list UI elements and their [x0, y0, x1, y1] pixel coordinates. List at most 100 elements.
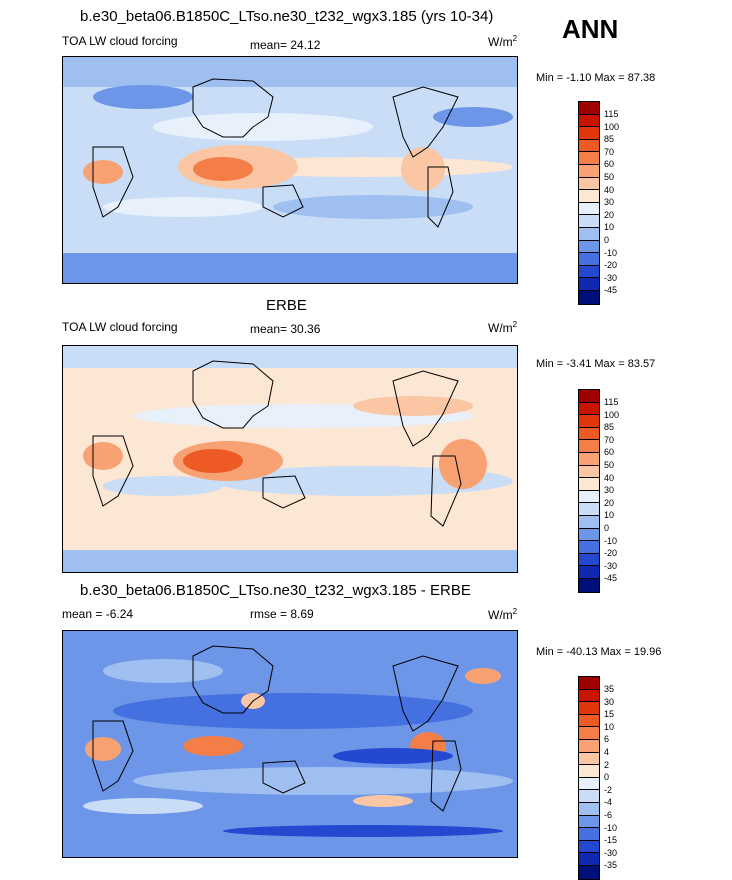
colorbar-swatch — [579, 102, 599, 115]
colorbar-swatch — [579, 402, 599, 416]
colorbar-swatch — [579, 114, 599, 128]
colorbar-swatch — [579, 840, 599, 854]
colorbar-swatch — [579, 853, 599, 866]
colorbar-tick-label: 4 — [604, 746, 610, 757]
colorbar-swatch — [579, 127, 599, 140]
colorbar-swatch — [579, 727, 599, 740]
panel-2-mean-label: mean= 30.36 — [250, 322, 321, 336]
colorbar-swatch — [579, 240, 599, 254]
colorbar-swatch — [579, 578, 599, 592]
colorbar-swatch — [579, 739, 599, 753]
panel-2-map — [62, 345, 518, 573]
colorbar-tick-label: -2 — [604, 784, 613, 795]
panel-1-colorbar-labels: 115 100 85 70 60 50 40 30 20 10 0 -10 -20 -30 -45 — [604, 108, 619, 297]
colorbar-swatch — [579, 478, 599, 491]
colorbar-tick-label: -20 — [604, 260, 618, 271]
colorbar-swatch — [579, 828, 599, 841]
colorbar-swatch — [579, 714, 599, 728]
colorbar-swatch — [579, 440, 599, 453]
colorbar-swatch — [579, 490, 599, 504]
panel-3-title: b.e30_beta06.B1850C_LTso.ne30_t232_wgx3.… — [80, 582, 471, 599]
panel-2-min-max: Min = -3.41 Max = 83.57 — [536, 358, 656, 370]
colorbar-tick-label: -20 — [604, 548, 618, 559]
panel-1-min-max: Min = -1.10 Max = 87.38 — [536, 72, 656, 84]
colorbar-swatch — [579, 190, 599, 203]
colorbar-swatch — [579, 553, 599, 567]
colorbar-tick-label: 10 — [604, 510, 615, 521]
colorbar-tick-label: 40 — [604, 184, 615, 195]
colorbar-swatch — [579, 227, 599, 241]
colorbar-swatch — [579, 702, 599, 715]
colorbar-tick-label: 0 — [604, 522, 610, 533]
colorbar-swatch — [579, 689, 599, 703]
colorbar-tick-label: 20 — [604, 497, 615, 508]
colorbar-tick-label: -30 — [604, 847, 618, 858]
panel-2-title: ERBE — [266, 297, 307, 314]
colorbar-swatch — [579, 790, 599, 803]
colorbar-swatch — [579, 415, 599, 428]
colorbar-tick-label: 115 — [604, 397, 619, 407]
colorbar-tick-label: 85 — [604, 422, 615, 433]
panel-1-title: b.e30_beta06.B1850C_LTso.ne30_t232_wgx3.… — [80, 8, 494, 25]
colorbar-tick-label: -45 — [604, 285, 618, 296]
colorbar-swatch — [579, 177, 599, 191]
colorbar-tick-label: 30 — [604, 696, 615, 707]
colorbar-swatch — [579, 515, 599, 529]
colorbar-tick-label: 35 — [604, 684, 615, 694]
colorbar-tick-label: -30 — [604, 560, 618, 571]
colorbar-tick-label: -4 — [604, 797, 613, 808]
colorbar-swatch — [579, 465, 599, 479]
colorbar-swatch — [579, 152, 599, 165]
colorbar-tick-label: -6 — [604, 809, 613, 820]
panel-2-colorbar — [578, 389, 600, 593]
colorbar-tick-label: 30 — [604, 485, 615, 496]
colorbar-tick-label: 50 — [604, 171, 615, 182]
colorbar-swatch — [579, 528, 599, 542]
colorbar-swatch — [579, 503, 599, 516]
panel-3-map — [62, 630, 518, 858]
colorbar-swatch — [579, 765, 599, 778]
colorbar-tick-label: 0 — [604, 772, 610, 783]
colorbar-swatch — [579, 777, 599, 791]
colorbar-tick-label: 100 — [604, 409, 620, 420]
panel-1-map — [62, 56, 518, 284]
colorbar-tick-label: 60 — [604, 447, 615, 458]
panel-3-colorbar-labels: 35 30 15 10 6 4 2 0 -2 -4 -6 -10 -15 -30 -35 — [604, 683, 617, 872]
colorbar-tick-label: 20 — [604, 209, 615, 220]
colorbar-swatch — [579, 278, 599, 291]
colorbar-tick-label: 60 — [604, 159, 615, 170]
colorbar-swatch — [579, 290, 599, 304]
colorbar-tick-label: 70 — [604, 146, 615, 157]
colorbar-tick-label: -10 — [604, 822, 618, 833]
panel-1-mean-label: mean= 24.12 — [250, 38, 321, 52]
colorbar-swatch — [579, 202, 599, 216]
panel-3-mean-label: mean = -6.24 — [62, 607, 134, 621]
colorbar-tick-label: -15 — [604, 835, 618, 846]
panel-2-colorbar-labels: 115 100 85 70 60 50 40 30 20 10 0 -10 -20 -30 -45 — [604, 396, 619, 585]
panel-3-colorbar — [578, 676, 600, 880]
colorbar-swatch — [579, 677, 599, 690]
panel-3-min-max: Min = -40.13 Max = 19.96 — [536, 646, 662, 658]
colorbar-tick-label: 85 — [604, 134, 615, 145]
panel-1-colorbar — [578, 101, 600, 305]
colorbar-swatch — [579, 865, 599, 879]
panel-2-variable-label: TOA LW cloud forcing — [62, 320, 178, 334]
colorbar-swatch — [579, 452, 599, 466]
colorbar-swatch — [579, 541, 599, 554]
colorbar-tick-label: -30 — [604, 272, 618, 283]
colorbar-tick-label: 100 — [604, 121, 620, 132]
season-label: ANN — [562, 14, 619, 44]
colorbar-swatch — [579, 253, 599, 266]
colorbar-swatch — [579, 427, 599, 441]
colorbar-swatch — [579, 164, 599, 178]
colorbar-tick-label: 50 — [604, 459, 615, 470]
colorbar-swatch — [579, 815, 599, 829]
colorbar-tick-label: 2 — [604, 759, 610, 770]
panel-1-variable-label: TOA LW cloud forcing — [62, 34, 178, 48]
panel-2-units: W/m2 — [488, 320, 518, 335]
colorbar-swatch — [579, 566, 599, 579]
colorbar-tick-label: 10 — [604, 222, 615, 233]
colorbar-swatch — [579, 265, 599, 279]
colorbar-tick-label: 0 — [604, 234, 610, 245]
colorbar-swatch — [579, 139, 599, 153]
